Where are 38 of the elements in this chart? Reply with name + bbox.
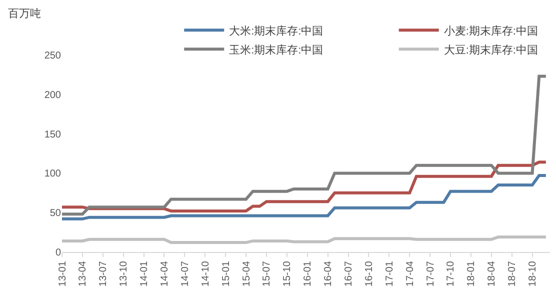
- x-tick-label: 17-07: [425, 260, 436, 287]
- x-tick-label: 13-04: [78, 260, 89, 287]
- y-tick-label: 250: [44, 50, 62, 62]
- x-tick-label: 14-07: [180, 260, 191, 287]
- y-axis-title: 百万吨: [8, 7, 41, 20]
- x-tick-label: 13-01: [57, 260, 68, 287]
- x-tick-label: 13-07: [98, 260, 110, 287]
- x-tick-label: 17-04: [404, 260, 416, 287]
- x-tick-label: 16-07: [344, 260, 355, 287]
- legend-label: 玉米:期末库存:中国: [229, 43, 324, 56]
- legend-label: 大豆:期末库存:中国: [444, 43, 538, 56]
- x-tick-label: 18-04: [486, 260, 498, 287]
- x-tick-label: 14-10: [200, 260, 212, 287]
- line-series: [62, 174, 548, 220]
- x-tick-label: 14-01: [139, 260, 150, 287]
- x-tick-label: 15-04: [241, 260, 252, 287]
- x-tick-label: 15-01: [220, 260, 232, 287]
- legend-label: 大米:期末库存:中国: [229, 24, 324, 38]
- x-tick-label: 15-07: [262, 260, 273, 287]
- x-tick-label: 16-04: [323, 260, 334, 287]
- x-tick-label: 14-04: [159, 260, 170, 287]
- y-tick-label: 200: [44, 90, 62, 101]
- x-tick-label: 18-07: [507, 260, 518, 287]
- line-series: [62, 160, 548, 213]
- x-tick-label: 13-10: [118, 260, 130, 287]
- x-tick-label: 18-10: [528, 260, 539, 287]
- x-tick-label: 16-01: [302, 260, 314, 287]
- y-tick-label: 150: [44, 129, 62, 140]
- y-tick-label: 50: [50, 208, 62, 220]
- x-tick-label: 16-10: [364, 260, 375, 287]
- x-tick-label: 17-10: [446, 260, 457, 287]
- x-tick-label: 15-10: [282, 260, 294, 287]
- y-tick-label: 100: [44, 168, 62, 180]
- x-tick-label: 17-01: [384, 260, 396, 287]
- line-series: [62, 74, 548, 216]
- legend-label: 小麦:期末库存:中国: [444, 24, 538, 38]
- y-tick-label: 0: [55, 248, 62, 258]
- x-tick-label: 18-01: [466, 260, 478, 287]
